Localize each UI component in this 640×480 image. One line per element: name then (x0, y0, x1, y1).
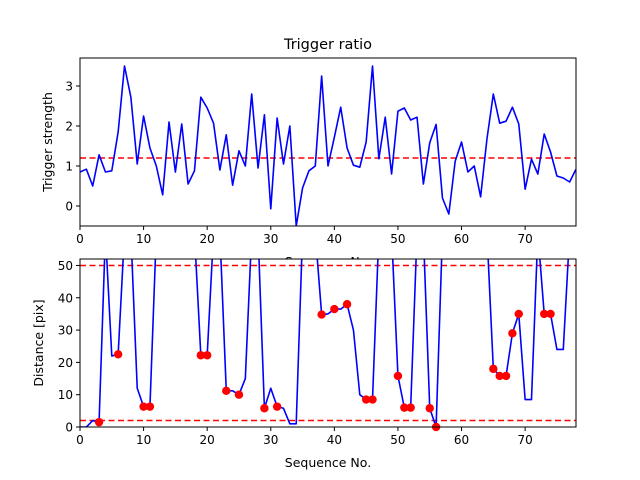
bottom-marker-point (317, 310, 326, 319)
top-chart-title: Trigger ratio (283, 37, 372, 53)
bottom-x-tick-label: 20 (200, 433, 215, 447)
bottom-marker-point (425, 404, 434, 413)
bottom-marker-layer (94, 300, 555, 432)
bottom-marker-point (368, 395, 377, 404)
bottom-x-tick-label: 60 (454, 433, 469, 447)
top-y-tick-label: 1 (65, 160, 73, 174)
bottom-marker-point (196, 351, 206, 360)
bottom-y-tick-label: 20 (58, 356, 73, 370)
bottom-marker-point (330, 304, 339, 314)
top-x-tick-label: 0 (76, 232, 84, 246)
bottom-y-tick-label: 30 (58, 324, 73, 338)
top-y-tick-label: 3 (65, 80, 73, 94)
bottom-marker-point (113, 350, 123, 359)
bottom-axes-frame (79, 258, 577, 428)
top-x-tick-label: 10 (136, 232, 151, 246)
top-series-line (80, 65, 576, 226)
bottom-marker-point (139, 402, 148, 411)
top-x-tick-label: 30 (263, 232, 278, 246)
bottom-y-tick-label: 50 (58, 259, 73, 273)
bottom-marker-point (400, 403, 409, 412)
bottom-x-axis-label: Sequence No. (285, 455, 371, 470)
top-plot-area (80, 58, 576, 226)
bottom-marker-point (272, 402, 282, 411)
bottom-y-tick-label: 10 (58, 388, 73, 402)
bottom-ticks: 0 10 20 30 40 50 60 70 0 10 20 30 40 50 (58, 259, 533, 447)
top-x-tick-label: 40 (327, 232, 342, 246)
bottom-marker-point (393, 371, 403, 381)
top-y-tick-label: 0 (65, 200, 73, 214)
bottom-x-tick-label: 50 (390, 433, 405, 447)
bottom-x-tick-label: 40 (327, 433, 342, 447)
top-y-axis-label: Trigger strength (40, 92, 55, 193)
bottom-x-tick-label: 0 (76, 433, 84, 447)
bottom-x-tick-label: 10 (136, 433, 151, 447)
top-data-layer (80, 65, 576, 226)
bottom-marker-point (508, 329, 517, 338)
top-axes-frame (79, 57, 577, 227)
top-x-tick-label: 60 (454, 232, 469, 246)
bottom-marker-point (546, 309, 555, 319)
bottom-marker-point (495, 371, 504, 381)
top-x-tick-label: 70 (517, 232, 532, 246)
bottom-marker-point (260, 404, 269, 413)
bottom-marker-point (501, 371, 511, 381)
bottom-marker-point (145, 402, 155, 411)
bottom-marker-point (489, 364, 498, 374)
bottom-plot-area (80, 259, 576, 427)
bottom-marker-point (514, 309, 523, 319)
bottom-marker-point (94, 417, 104, 427)
bottom-marker-point (361, 395, 371, 404)
bottom-y-tick-label: 0 (65, 421, 73, 435)
bottom-marker-point (342, 300, 352, 309)
bottom-marker-point (406, 403, 415, 412)
bottom-x-tick-label: 30 (263, 433, 278, 447)
bottom-marker-point (234, 390, 244, 399)
top-ticks: 0 10 20 30 40 50 60 70 0 1 2 3 (65, 80, 532, 247)
top-x-tick-label: 20 (200, 232, 215, 246)
bottom-marker-point (540, 309, 549, 319)
bottom-x-tick-label: 70 (517, 433, 532, 447)
bottom-y-axis-label: Distance [pix] (31, 299, 46, 386)
top-y-tick-label: 2 (65, 120, 73, 134)
bottom-y-tick-label: 40 (58, 291, 73, 305)
top-x-tick-label: 50 (390, 232, 405, 246)
bottom-marker-point (222, 386, 231, 396)
bottom-marker-point (202, 351, 212, 360)
